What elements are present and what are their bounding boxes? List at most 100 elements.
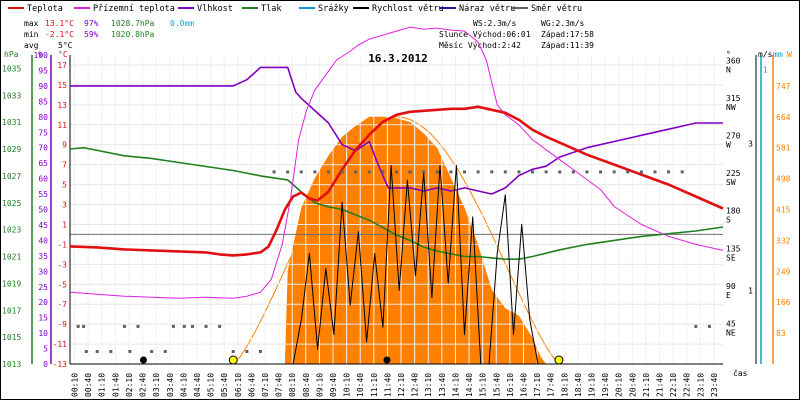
solar-tick-label: 83 — [776, 329, 786, 338]
wind-dir-point — [694, 324, 698, 328]
marker-layer — [139, 355, 564, 365]
time-tick-label: 00:10 — [71, 373, 80, 397]
wind-dir-compass-label: SW — [726, 178, 736, 187]
time-tick-label: 11:10 — [370, 373, 379, 397]
series-line-p-zemn-teplota — [69, 26, 724, 299]
time-tick-label: 03:10 — [152, 373, 161, 397]
wind-dir-point — [163, 349, 167, 353]
wind-speed-now: WS:2.3m/s — [473, 19, 517, 28]
time-tick-label: 20:40 — [628, 373, 637, 397]
time-tick-label: 01:10 — [98, 373, 107, 397]
time-tick-label: 01:40 — [111, 373, 120, 397]
unit-w: W — [787, 50, 792, 59]
wind-dir-point — [680, 170, 684, 174]
wind-dir-point — [204, 324, 208, 328]
wind-gust-now: WG:2.3m/s — [541, 19, 585, 28]
wind-dir-point — [612, 170, 616, 174]
humidity-tick-label: 0 — [43, 360, 48, 369]
series-line-teplota — [69, 105, 724, 257]
humidity-tick-label: 65 — [38, 159, 48, 168]
humidity-tick-label: 70 — [38, 144, 48, 153]
temperature-tick-label: 7 — [62, 161, 67, 170]
wind-speed-tick-label: 3 — [748, 139, 753, 148]
solar-tick-label: 166 — [776, 298, 791, 307]
pressure-tick-label: 1035 — [2, 64, 21, 73]
legend: Teplota Přízemní teplota Vlhkost Tlak Srážky… — [8, 4, 582, 14]
wind-dir-point — [218, 324, 222, 328]
time-tick-label: 07:40 — [275, 373, 284, 397]
time-tick-label: 18:10 — [560, 373, 569, 397]
wind-dir-tick-label: 90 — [726, 282, 736, 291]
wind-dir-point — [503, 170, 507, 174]
time-tick-label: 17:40 — [547, 373, 556, 397]
time-tick-label: 05:10 — [207, 373, 216, 397]
unit-hpa: hPa — [4, 50, 19, 59]
wind-dir-point — [653, 170, 657, 174]
legend-label-3: Tlak — [261, 4, 281, 14]
wind-dir-point — [76, 324, 80, 328]
wind-dir-point — [449, 170, 453, 174]
time-tick-label: 19:40 — [601, 373, 610, 397]
solar-theory-line — [232, 116, 561, 365]
series-line-tlak — [69, 146, 724, 260]
pressure-tick-label: 1023 — [2, 226, 21, 235]
humidity-tick-label: 55 — [38, 190, 48, 199]
moon-set: Západ:11:39 — [541, 41, 594, 50]
legend-label-5: Rychlost větru — [372, 4, 444, 14]
wind-dir-point — [707, 324, 711, 328]
solar-tick-label: 332 — [776, 236, 791, 245]
series-layer — [69, 26, 724, 365]
humidity-tick-label: 50 — [38, 206, 48, 215]
wind-dir-point — [231, 349, 235, 353]
time-tick-label: 07:10 — [261, 373, 270, 397]
time-tick-label: 05:40 — [220, 373, 229, 397]
pressure-tick-label: 1013 — [2, 360, 21, 369]
wind-dir-point — [395, 170, 398, 174]
wind-dir-point — [476, 170, 480, 174]
avg-label: avg — [24, 41, 39, 50]
wind-dir-point — [408, 170, 412, 174]
time-tick-label: 12:10 — [397, 373, 406, 397]
axes-layer: 1013101510171019102110231025102710291031… — [2, 51, 791, 397]
solar-tick-label: 415 — [776, 206, 791, 215]
wind-dir-point — [435, 170, 439, 174]
unit-mm: mm — [773, 50, 783, 59]
humidity-tick-label: 75 — [38, 128, 48, 137]
wind-dir-point — [245, 349, 249, 353]
wind-dir-point — [367, 170, 371, 174]
time-tick-label: 10:10 — [343, 373, 352, 397]
time-tick-label: 04:40 — [193, 373, 202, 397]
wind-dir-point — [190, 324, 194, 328]
time-tick-label: 17:10 — [533, 373, 542, 397]
humidity-tick-label: 25 — [38, 283, 48, 292]
time-tick-label: 22:10 — [669, 373, 678, 397]
sunset-marker — [554, 355, 564, 365]
time-tick-label: 21:40 — [656, 373, 665, 397]
wind-dir-point — [299, 170, 303, 174]
humidity-tick-label: 10 — [38, 329, 48, 338]
wind-dir-point — [571, 170, 575, 174]
time-tick-label: 09:10 — [315, 373, 324, 397]
unit-ms: m/s — [758, 50, 773, 59]
min-temp: -2.1°C — [45, 30, 74, 39]
wind-dir-point — [599, 170, 603, 174]
time-tick-label: 04:10 — [179, 373, 188, 397]
wind-dir-compass-label: N — [726, 65, 731, 74]
wind-dir-point — [150, 349, 154, 353]
legend-label-2: Vlhkost — [197, 4, 233, 14]
legend-label-6: Náraz větru — [459, 4, 515, 14]
time-tick-label: 14:40 — [465, 373, 474, 397]
wind-dir-point — [558, 170, 562, 174]
temperature-tick-label: -3 — [57, 260, 67, 269]
solar-tick-label: 581 — [776, 144, 791, 153]
wind-dir-point — [258, 349, 262, 353]
wind-dir-tick-label: 270 — [726, 132, 741, 141]
humidity-tick-label: 45 — [38, 221, 48, 230]
wind-dir-point — [313, 170, 317, 174]
time-tick-label: 15:40 — [492, 373, 501, 397]
legend-label-4: Srážky — [318, 4, 349, 14]
wind-dir-tick-label: 225 — [726, 169, 741, 178]
pressure-tick-label: 1025 — [2, 199, 21, 208]
temperature-tick-label: 11 — [57, 121, 67, 130]
